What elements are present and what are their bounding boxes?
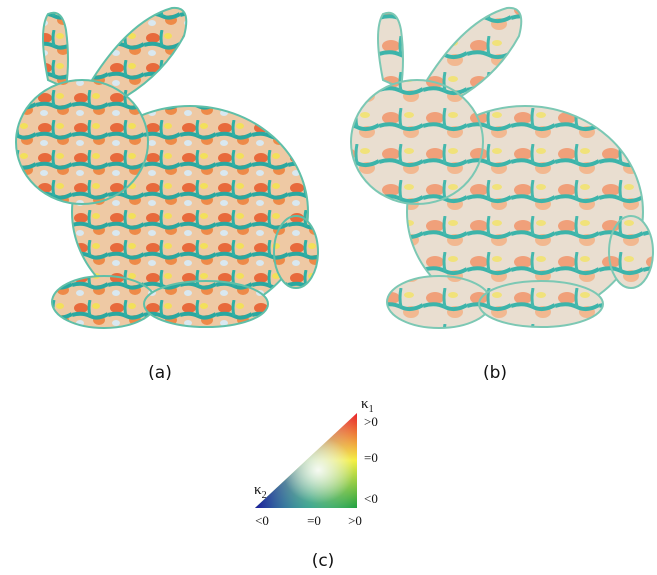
figure: (a) (b) κ1 >0 =0 <0 κ2 <0 =0 >0 (c): [0, 0, 657, 575]
k2-tick: >0: [348, 513, 362, 528]
panel-label: (c): [312, 551, 335, 571]
colormap: [255, 413, 357, 508]
k1-tick: >0: [364, 414, 378, 429]
kappa-2: κ2: [254, 482, 267, 501]
panel-label: (b): [483, 363, 507, 383]
kappa-subscript: 2: [262, 490, 267, 501]
bunny-a: [16, 8, 318, 328]
panel-label: (a): [148, 363, 172, 383]
k2-tick: =0: [307, 513, 321, 528]
k1-tick: =0: [364, 450, 378, 465]
kappa-1: κ1: [361, 396, 374, 415]
bunny-b: [351, 8, 653, 328]
colormap-highlight: [255, 413, 357, 508]
k1-tick: <0: [364, 491, 378, 506]
k2-tick: <0: [255, 513, 269, 528]
